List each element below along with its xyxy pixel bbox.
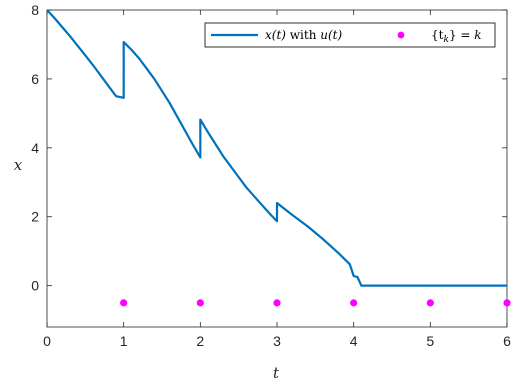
legend-line-label: x(t) with u(t) — [265, 28, 342, 42]
series-point-tk — [120, 299, 128, 307]
y-axis-label: x — [14, 156, 23, 174]
x-tick-label: 2 — [196, 333, 204, 349]
x-tick-label: 0 — [43, 333, 51, 349]
x-tick-label: 5 — [426, 333, 434, 349]
legend-marker-label-k: k — [474, 28, 481, 42]
legend-line-label-with: with — [286, 28, 320, 42]
plot-area-border — [46, 9, 508, 328]
legend-marker-label-eq: } = — [449, 28, 474, 42]
y-tick-label: 8 — [31, 2, 39, 18]
legend-marker-label: {tk} = k — [431, 28, 482, 45]
x-tick-label: 3 — [273, 333, 281, 349]
y-tick-label: 6 — [31, 71, 39, 87]
y-tick-label: 0 — [31, 278, 39, 294]
y-tick-label: 2 — [31, 209, 39, 225]
series-line-x-of-t — [46, 9, 507, 287]
series-layer — [46, 9, 511, 307]
series-point-tk — [426, 299, 434, 307]
x-tick-label: 4 — [350, 333, 358, 349]
legend-marker-swatch — [397, 31, 405, 39]
legend-marker-label-sub: k — [443, 35, 448, 45]
series-point-tk — [503, 299, 511, 307]
y-tick-label: 4 — [31, 140, 39, 156]
series-point-tk — [273, 299, 281, 307]
x-tick-label: 1 — [120, 333, 128, 349]
x-axis-label: t — [273, 364, 280, 382]
legend-line-label-x: x(t) — [265, 28, 286, 42]
legend: x(t) with u(t) {tk} = k — [204, 22, 496, 48]
x-tick-label: 6 — [503, 333, 511, 349]
legend-marker-label-open: {t — [431, 28, 444, 42]
series-point-tk — [196, 299, 204, 307]
axes-frame — [46, 9, 508, 328]
ticks: 0 1 2 3 4 5 6 0 2 4 6 8 — [31, 2, 511, 349]
legend-line-label-u: u(t) — [320, 28, 342, 42]
series-point-tk — [350, 299, 358, 307]
